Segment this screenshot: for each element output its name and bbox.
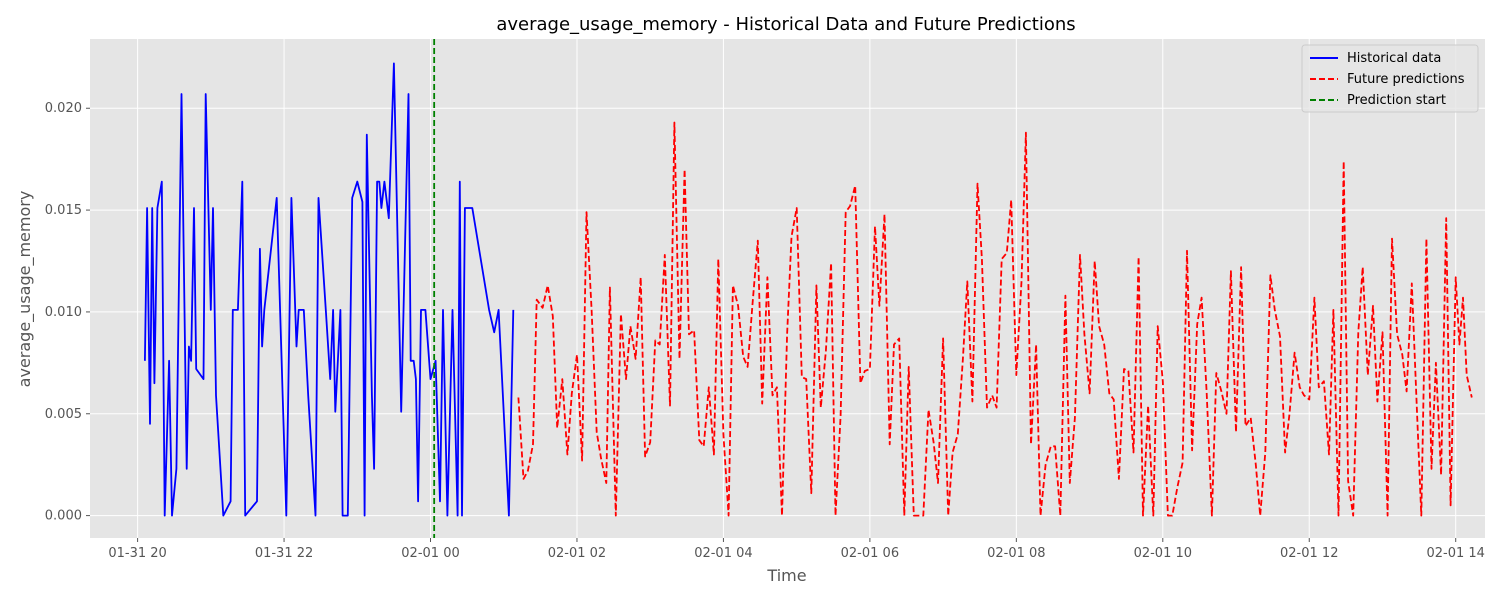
legend-label-prediction-start: Prediction start bbox=[1347, 93, 1446, 108]
y-axis-ticks: 0.000 0.005 0.010 0.015 0.020 bbox=[45, 101, 90, 524]
y-tick-label: 0.005 bbox=[45, 407, 82, 422]
x-axis-label: Time bbox=[766, 566, 806, 585]
plot-area bbox=[90, 39, 1485, 538]
x-tick-label: 02-01 02 bbox=[548, 546, 606, 561]
legend: Historical data Future predictions Predi… bbox=[1301, 44, 1479, 113]
series-line-future-predictions bbox=[517, 121, 1473, 517]
y-tick-label: 0.020 bbox=[45, 101, 82, 116]
x-tick-label: 02-01 14 bbox=[1426, 546, 1484, 561]
x-tick-label: 02-01 04 bbox=[694, 546, 752, 561]
x-tick-label: 02-01 08 bbox=[987, 546, 1045, 561]
series-layer bbox=[144, 39, 1473, 538]
y-tick-label: 0.015 bbox=[45, 203, 82, 218]
x-tick-label: 02-01 06 bbox=[841, 546, 899, 561]
chart-title: average_usage_memory - Historical Data a… bbox=[496, 14, 1075, 35]
y-axis-label: average_usage_memory bbox=[15, 191, 35, 388]
series-line-historical-data bbox=[144, 62, 515, 517]
x-tick-label: 01-31 22 bbox=[255, 546, 313, 561]
x-tick-label: 02-01 10 bbox=[1134, 546, 1192, 561]
x-axis-ticks: 01-31 20 01-31 22 02-01 00 02-01 02 02-01 04… bbox=[108, 538, 1485, 561]
x-tick-label: 02-01 12 bbox=[1280, 546, 1338, 561]
legend-label-historical: Historical data bbox=[1347, 51, 1441, 66]
y-tick-label: 0.010 bbox=[45, 305, 82, 320]
x-tick-label: 02-01 00 bbox=[401, 546, 459, 561]
x-tick-label: 01-31 20 bbox=[108, 546, 166, 561]
legend-label-future: Future predictions bbox=[1347, 72, 1465, 87]
legend-box bbox=[1301, 44, 1479, 113]
y-tick-label: 0.000 bbox=[45, 509, 82, 524]
